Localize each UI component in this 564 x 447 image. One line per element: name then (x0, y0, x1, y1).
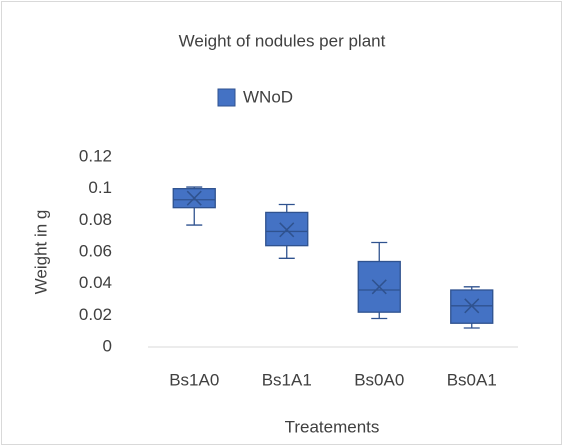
x-tick-label: Bs1A1 (262, 370, 312, 389)
y-axis-label: Weight in g (31, 210, 50, 295)
y-tick-label: 0.02 (79, 305, 112, 324)
y-tick-label: 0.1 (88, 178, 112, 197)
x-axis-label: Treatements (285, 417, 380, 436)
chart-title: Weight of nodules per plant (179, 31, 386, 50)
y-tick-label: 0.06 (79, 241, 112, 260)
mean-marker (279, 222, 295, 238)
y-tick-label: 0.08 (79, 210, 112, 229)
mean-marker (371, 279, 387, 295)
y-tick-label: 0.12 (79, 146, 112, 165)
legend-swatch (217, 88, 236, 107)
x-tick-label: Bs1A0 (169, 370, 219, 389)
legend-label: WNoD (243, 87, 293, 106)
y-tick-label: 0 (103, 336, 112, 355)
y-tick-label: 0.04 (79, 273, 112, 292)
mean-marker (186, 190, 202, 206)
x-tick-label: Bs0A1 (447, 370, 497, 389)
x-tick-label: Bs0A0 (354, 370, 404, 389)
mean-marker (464, 298, 480, 314)
